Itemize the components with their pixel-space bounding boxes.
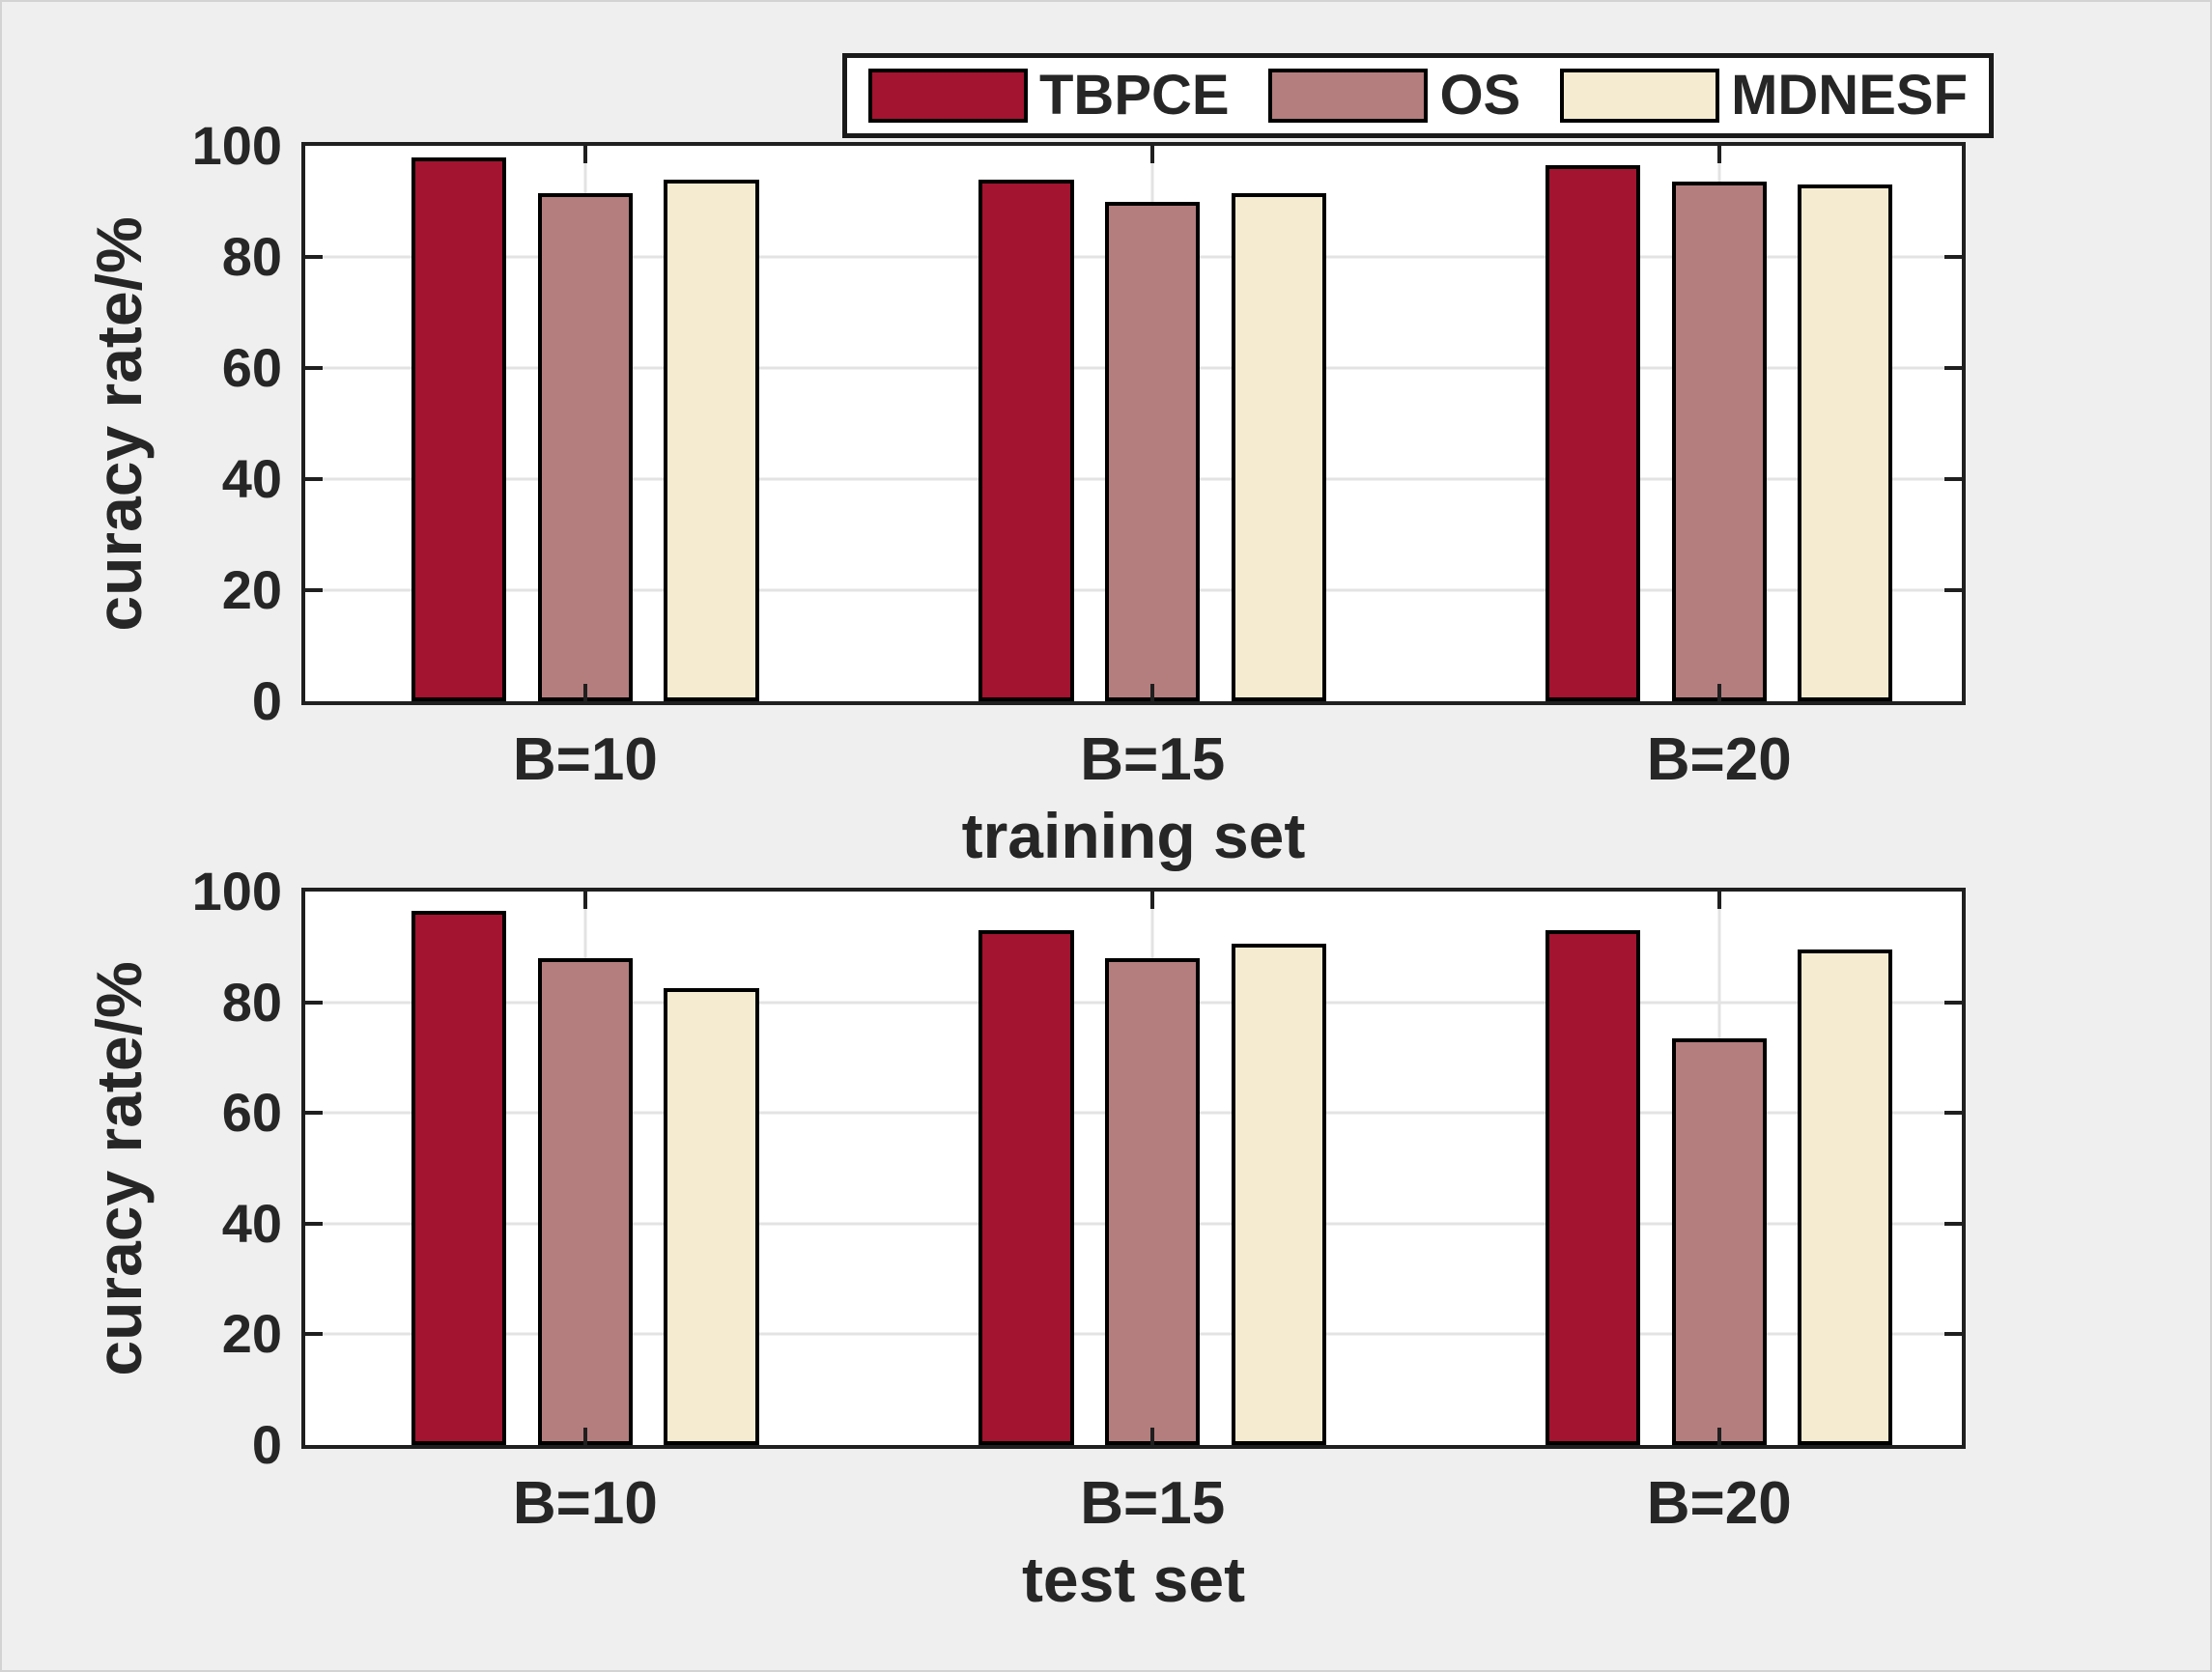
- y-tick-label-0: 0: [251, 670, 282, 731]
- y-tick-label-100: 100: [191, 861, 282, 921]
- y-tick-label-20: 20: [221, 559, 282, 620]
- y-tick-left-60: [305, 366, 323, 370]
- bar-os-B=10: [537, 192, 633, 701]
- training-y-axis-label: curacy rate/%: [83, 215, 155, 632]
- y-tick-right-20: [1944, 588, 1962, 592]
- legend-item-mdnesf: MDNESF: [1560, 68, 1968, 124]
- x-tick-label-B=20: B=20: [1646, 726, 1792, 793]
- x-tick-top-B=15: [1150, 146, 1155, 163]
- bar-mdnesf-B=10: [664, 179, 759, 701]
- x-tick-top-B=10: [582, 892, 587, 909]
- y-tick-label-80: 80: [221, 226, 282, 287]
- bar-os-B=15: [1105, 201, 1201, 701]
- x-tick-bottom-B=10: [582, 684, 587, 701]
- x-tick-label-B=10: B=10: [512, 1470, 658, 1537]
- mdnesf-color-swatch: [1560, 69, 1720, 123]
- x-tick-label-B=15: B=15: [1080, 726, 1226, 793]
- y-tick-right-80: [1944, 255, 1962, 259]
- y-tick-label-40: 40: [221, 1192, 282, 1254]
- bar-tbpce-B=10: [411, 911, 507, 1445]
- y-tick-label-100: 100: [191, 115, 282, 176]
- y-tick-left-80: [305, 1000, 323, 1005]
- legend-label-mdnesf: MDNESF: [1731, 64, 1968, 127]
- x-tick-top-B=20: [1716, 146, 1721, 163]
- bar-mdnesf-B=10: [664, 988, 759, 1445]
- bar-tbpce-B=15: [978, 930, 1074, 1445]
- bar-mdnesf-B=15: [1231, 192, 1326, 701]
- x-tick-label-B=15: B=15: [1080, 1470, 1226, 1537]
- y-tick-right-60: [1944, 1111, 1962, 1116]
- bar-tbpce-B=20: [1546, 930, 1641, 1445]
- legend-label-os: OS: [1439, 64, 1521, 127]
- y-tick-label-60: 60: [221, 1082, 282, 1144]
- os-color-swatch: [1268, 69, 1429, 123]
- x-tick-label-B=20: B=20: [1646, 1470, 1792, 1537]
- y-tick-left-40: [305, 1221, 323, 1226]
- bar-mdnesf-B=20: [1798, 949, 1893, 1445]
- y-tick-right-80: [1944, 1000, 1962, 1005]
- y-tick-label-80: 80: [221, 971, 282, 1033]
- y-tick-label-20: 20: [221, 1303, 282, 1365]
- x-tick-bottom-B=20: [1716, 1428, 1721, 1445]
- bar-tbpce-B=20: [1546, 165, 1641, 701]
- y-tick-label-40: 40: [221, 448, 282, 509]
- y-tick-label-60: 60: [221, 337, 282, 398]
- legend: TBPCE OS MDNESF: [842, 53, 1994, 138]
- y-tick-left-20: [305, 1332, 323, 1337]
- y-tick-right-40: [1944, 1221, 1962, 1226]
- legend-label-tbpce: TBPCE: [1039, 64, 1230, 127]
- y-tick-right-60: [1944, 366, 1962, 370]
- x-tick-bottom-B=15: [1150, 1428, 1155, 1445]
- bar-mdnesf-B=20: [1798, 184, 1893, 701]
- y-tick-left-80: [305, 255, 323, 259]
- y-tick-left-40: [305, 477, 323, 481]
- y-tick-left-60: [305, 1111, 323, 1116]
- x-tick-top-B=20: [1716, 892, 1721, 909]
- x-tick-bottom-B=10: [582, 1428, 587, 1445]
- bar-os-B=15: [1105, 957, 1201, 1445]
- bar-tbpce-B=15: [978, 179, 1074, 701]
- x-tick-label-B=10: B=10: [512, 726, 658, 793]
- x-tick-top-B=15: [1150, 892, 1155, 909]
- bar-tbpce-B=10: [411, 156, 507, 701]
- training-x-axis-label: training set: [961, 800, 1306, 871]
- legend-item-os: OS: [1268, 68, 1520, 124]
- training-set-chart: curacy rate/% training set 0 20 40 60 80 100 B…: [83, 119, 1966, 867]
- x-tick-bottom-B=15: [1150, 684, 1155, 701]
- test-set-chart: curacy rate/% test set 0 20 40 60 80 100 B=10 B…: [83, 864, 1966, 1611]
- bar-os-B=10: [537, 957, 633, 1445]
- test-x-axis-label: test set: [1021, 1544, 1246, 1615]
- x-tick-top-B=10: [582, 146, 587, 163]
- bar-os-B=20: [1671, 1037, 1767, 1445]
- tbpce-color-swatch: [868, 69, 1028, 123]
- legend-item-tbpce: TBPCE: [868, 68, 1230, 124]
- y-tick-right-40: [1944, 477, 1962, 481]
- bar-os-B=20: [1671, 182, 1767, 701]
- y-tick-right-20: [1944, 1332, 1962, 1337]
- bar-mdnesf-B=15: [1231, 944, 1326, 1445]
- x-tick-bottom-B=20: [1716, 684, 1721, 701]
- y-tick-label-0: 0: [251, 1414, 282, 1475]
- y-tick-left-20: [305, 588, 323, 592]
- test-y-axis-label: curacy rate/%: [83, 960, 155, 1376]
